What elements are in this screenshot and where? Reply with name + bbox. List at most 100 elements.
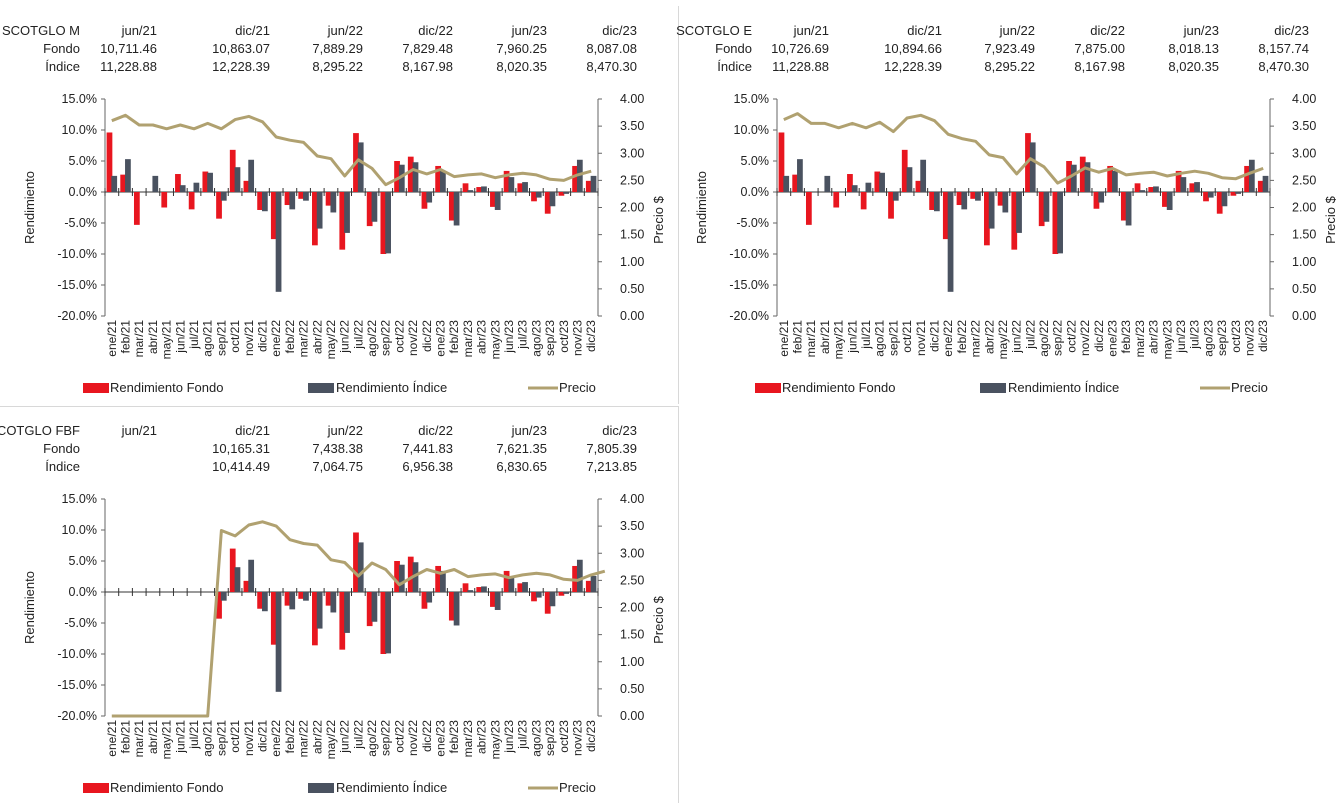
bar-fondo xyxy=(421,192,428,209)
x-tick-label: ago/22 xyxy=(1037,320,1051,357)
chart-panel-scotglo-fbf: SCOTGLO FBF Fondo Índice jun/21 dic/21 10,165… xyxy=(0,400,670,800)
bar-fondo xyxy=(997,192,1004,206)
table-period: dic/21 xyxy=(907,23,942,38)
fund-name: SCOTGLO E xyxy=(676,23,752,38)
bar-fondo xyxy=(257,592,263,609)
x-tick-label: jul/22 xyxy=(351,720,365,750)
bar-indice xyxy=(440,170,446,192)
y-tick-label: -15.0% xyxy=(57,278,97,292)
y-tick-label: -20.0% xyxy=(57,309,97,323)
table-period: dic/21 xyxy=(235,423,270,438)
table-period: dic/23 xyxy=(1274,23,1309,38)
bar-indice xyxy=(535,592,542,598)
x-tick-label: feb/21 xyxy=(119,320,133,354)
x-tick-label: abr/23 xyxy=(475,320,489,354)
x-tick-label: oct/22 xyxy=(392,320,406,353)
y-tick-label: -5.0% xyxy=(64,616,97,630)
x-tick-label: oct/21 xyxy=(228,720,242,753)
bar-indice xyxy=(275,192,282,292)
table-indice-value: 8,295.22 xyxy=(312,59,363,74)
bar-indice xyxy=(453,592,460,626)
bar-fondo xyxy=(929,192,935,210)
bar-fondo xyxy=(325,192,332,206)
y-tick-label: 15.0% xyxy=(62,92,97,106)
x-tick-label: oct/22 xyxy=(392,720,406,753)
bar-indice xyxy=(481,186,487,192)
bar-fondo xyxy=(243,180,250,192)
bar-indice xyxy=(412,162,419,192)
x-tick-label: dic/23 xyxy=(584,320,598,352)
table-indice-value: 8,470.30 xyxy=(1258,59,1309,74)
bar-fondo xyxy=(161,192,168,208)
x-tick-label: abr/21 xyxy=(146,720,160,754)
x-tick-label: feb/21 xyxy=(791,320,805,354)
bar-indice xyxy=(783,175,790,192)
x-tick-label: abr/23 xyxy=(475,720,489,754)
table-period: dic/22 xyxy=(1090,23,1125,38)
bar-fondo xyxy=(394,161,400,192)
table-period: jun/23 xyxy=(1183,23,1219,38)
x-tick-label: jun/23 xyxy=(1174,320,1188,354)
x-tick-label: sep/22 xyxy=(1051,320,1065,356)
y-tick-label: -20.0% xyxy=(57,709,97,723)
y2-tick-label: 0.00 xyxy=(620,709,644,723)
y2-tick-label: 3.50 xyxy=(1292,119,1316,133)
chart-panel-scotglo-e: SCOTGLO E Fondo Índice jun/21 10,726.69 11,22… xyxy=(672,0,1341,400)
x-tick-label: may/22 xyxy=(324,720,338,760)
table-indice-value: 8,020.35 xyxy=(496,59,547,74)
x-tick-label: ene/22 xyxy=(941,320,955,357)
bar-fondo xyxy=(490,592,496,607)
bar-indice xyxy=(316,192,323,229)
x-tick-label: ene/22 xyxy=(269,320,283,357)
y2-tick-label: 3.00 xyxy=(620,546,644,560)
bar-fondo xyxy=(284,592,291,606)
bar-indice xyxy=(590,175,597,192)
x-tick-label: mar/22 xyxy=(969,320,983,358)
bar-fondo xyxy=(229,149,236,192)
x-tick-label: sep/23 xyxy=(543,320,557,356)
y-tick-label: 10.0% xyxy=(62,123,97,137)
table-indice-value: 8,020.35 xyxy=(1168,59,1219,74)
x-tick-label: ago/21 xyxy=(201,720,215,757)
bar-fondo xyxy=(270,592,277,645)
bar-indice xyxy=(947,192,954,292)
precio-line xyxy=(783,112,1264,185)
bar-fondo xyxy=(503,170,510,192)
x-tick-label: jul/23 xyxy=(516,720,530,750)
bar-fondo xyxy=(1093,192,1100,209)
bar-indice xyxy=(797,159,803,192)
bar-indice xyxy=(371,592,378,622)
y-tick-label: 5.0% xyxy=(69,554,98,568)
bar-indice xyxy=(590,575,597,592)
x-tick-label: ago/21 xyxy=(873,320,887,357)
y2-tick-label: 3.50 xyxy=(620,119,644,133)
x-tick-label: dic/23 xyxy=(584,720,598,752)
x-tick-label: jun/22 xyxy=(1010,320,1024,354)
x-tick-label: nov/22 xyxy=(406,720,420,756)
bar-fondo xyxy=(380,592,387,654)
bar-fondo xyxy=(984,192,990,246)
x-tick-label: dic/21 xyxy=(255,320,269,352)
bar-fondo xyxy=(380,192,387,254)
bar-fondo xyxy=(366,592,373,627)
bar-indice xyxy=(576,159,583,192)
table-period: jun/23 xyxy=(511,423,547,438)
y-axis-label: Rendimiento xyxy=(22,171,37,244)
bar-indice xyxy=(975,192,981,201)
x-tick-label: ago/23 xyxy=(1201,320,1215,357)
bar-indice xyxy=(152,175,159,192)
x-tick-label: ene/21 xyxy=(777,320,791,357)
bar-indice xyxy=(494,192,501,210)
bar-fondo xyxy=(462,183,469,192)
bar-fondo xyxy=(1079,156,1086,192)
bar-indice xyxy=(1166,192,1173,210)
panel-divider-vertical-lower xyxy=(678,406,679,803)
x-tick-label: nov/23 xyxy=(570,320,584,356)
table-fondo-value: 7,960.25 xyxy=(496,41,547,56)
bar-fondo xyxy=(585,580,592,592)
bar-fondo xyxy=(915,180,922,192)
bar-indice xyxy=(289,592,296,610)
bar-indice xyxy=(879,172,885,192)
bar-indice xyxy=(1002,192,1009,213)
bar-indice xyxy=(234,167,241,192)
